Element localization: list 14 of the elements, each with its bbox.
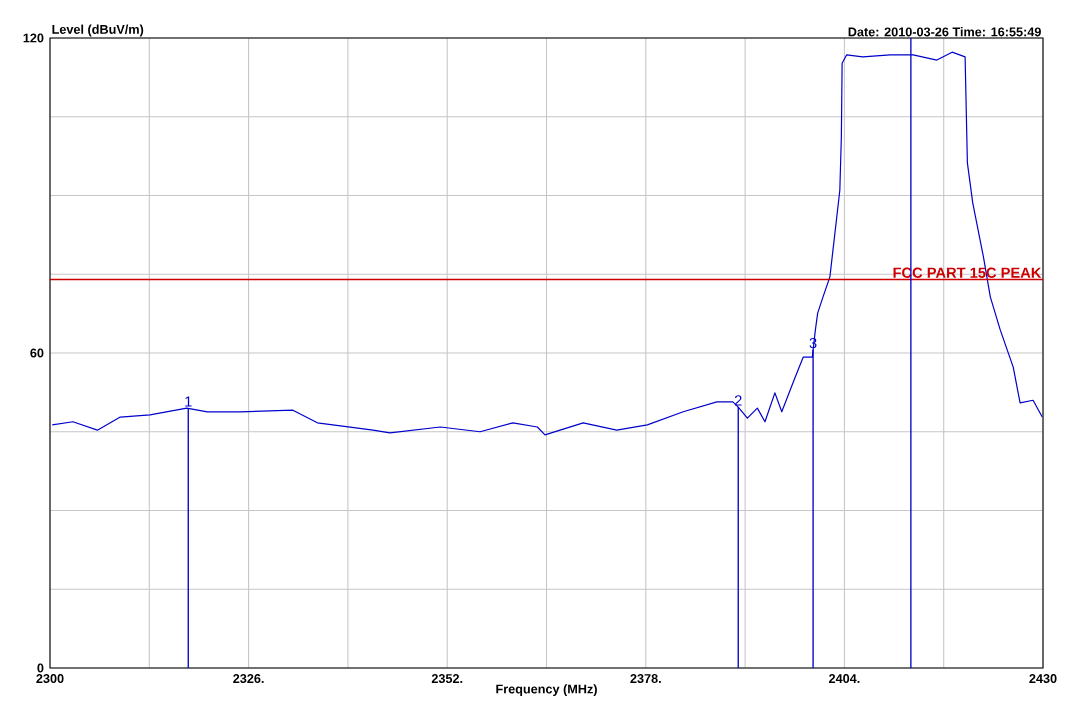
x-tick-label: 2378. [630, 674, 661, 684]
annotation: 2 [734, 395, 742, 406]
y-tick-label: 60 [30, 348, 44, 358]
x-tick-label: 2326. [233, 674, 264, 684]
x-tick-label: 2404. [829, 674, 860, 684]
y-tick-label: 120 [23, 33, 44, 43]
y-tick-label: 0 [37, 663, 44, 673]
y-axis-title: Level (dBuV/m) [52, 24, 144, 37]
x-tick-label: 2352. [431, 674, 463, 684]
x-axis-title: Frequency (MHz) [496, 684, 597, 696]
x-tick-label: 2430 [1029, 674, 1057, 684]
annotation: 1 [185, 396, 192, 407]
x-tick-label: 2300 [36, 674, 64, 684]
chart-title: Date: 2010-03-26 Time: 16:55:49 [848, 27, 1041, 37]
